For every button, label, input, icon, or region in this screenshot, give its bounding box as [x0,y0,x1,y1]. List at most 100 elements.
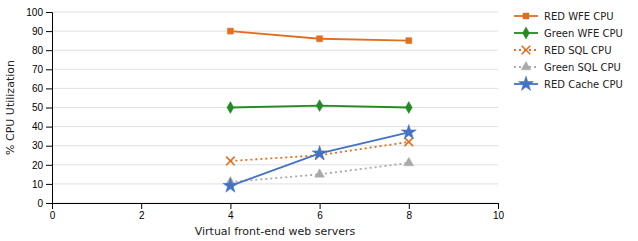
tick-mark [46,165,52,166]
data-point [223,178,238,192]
tick-label: 90 [32,26,44,37]
series-line [230,163,408,182]
data-point [406,38,412,44]
series-markers [223,124,416,192]
chart: 02468100102030405060708090100Virtual fro… [0,0,638,241]
tick: 60 [32,83,52,94]
legend-item: RED Cache CPU [514,76,623,90]
tick-mark [46,69,52,70]
legend-item: Green SQL CPU [514,61,621,72]
tick: 10 [493,203,505,221]
axis-line [46,13,53,204]
series-markers [226,157,414,184]
legend-item: RED SQL CPU [514,45,611,56]
grid-line [52,183,498,184]
legend-item: RED WFE CPU [514,11,614,22]
tick: 70 [32,64,52,75]
tick-mark [230,203,231,209]
tick: 6 [317,203,323,221]
tick: 40 [32,121,52,132]
grid-line [52,12,498,13]
legend-marker [522,46,531,55]
data-point [401,124,416,138]
tick-mark [46,127,52,128]
legend-marker [523,27,530,39]
data-point [404,138,413,147]
grid-line [52,31,498,32]
tick-label: 0 [37,198,43,209]
tick: 8 [407,203,413,221]
legend-marker [523,13,529,19]
axis-line [53,204,499,210]
y-axis: 0 10 20 30 40 50 60 70 80 90 100 [26,7,52,209]
tick-mark [409,203,410,209]
x-axis-title: Virtual front-end web servers [195,225,356,238]
data-point [405,102,412,114]
tick-label: 0 [50,210,56,221]
tick-label: 8 [407,210,413,221]
tick-mark [498,203,499,209]
data-point [227,28,233,34]
legend-label: RED SQL CPU [544,45,611,56]
data-point [316,100,323,112]
tick: 90 [32,26,52,37]
tick-label: 30 [32,140,44,151]
tick-mark [320,203,321,209]
tick-label: 70 [32,64,44,75]
tick-mark [46,12,52,13]
data-point [404,157,414,165]
tick-mark [46,203,52,204]
tick: 20 [32,160,52,171]
tick-mark [46,31,52,32]
grid-line [52,164,498,165]
series-markers [227,100,412,114]
legend-label: Green SQL CPU [544,62,621,73]
legend-item: Green WFE CPU [514,27,623,39]
series-line [230,142,408,161]
tick-label: 20 [32,160,44,171]
tick: 10 [32,179,52,190]
tick-mark [46,146,52,147]
tick-label: 80 [32,45,44,56]
tick-label: 100 [26,7,43,18]
series-line [230,132,408,185]
tick: 80 [32,45,52,56]
data-point [315,169,325,177]
data-point [317,36,323,42]
tick: 0 [50,203,56,221]
tick-mark [46,50,52,51]
legend-label: RED Cache CPU [544,79,623,90]
tick-label: 10 [32,179,44,190]
grid-line [52,69,498,70]
grid-line [52,145,498,146]
data-point [312,145,327,159]
data-point [226,157,235,166]
tick-label: 4 [228,210,234,221]
legend: RED WFE CPU Green WFE CPU RED SQL CPU Green… [514,11,623,91]
tick-label: 60 [32,83,44,94]
tick-mark [46,108,52,109]
tick-label: 50 [32,102,44,113]
tick: 2 [139,203,145,221]
grid-line [52,126,498,127]
tick-label: 40 [32,121,44,132]
tick-label: 2 [139,210,145,221]
marks [223,28,416,192]
legend-marker [521,61,531,69]
plot: 02468100102030405060708090100Virtual fro… [4,7,623,238]
tick: 30 [32,140,52,151]
legend-label: RED WFE CPU [544,11,614,22]
tick: 50 [32,102,52,113]
data-point [227,102,234,114]
grid-line [52,50,498,51]
tick-mark [141,203,142,209]
tick: 100 [26,7,52,18]
y-grid [52,12,498,203]
tick-mark [46,88,52,89]
series-markers [227,28,411,44]
tick-label: 6 [317,210,323,221]
tick-mark [46,184,52,185]
y-axis-title: % CPU Utilization [4,60,17,155]
tick: 4 [228,203,234,221]
grid-line [52,88,498,89]
